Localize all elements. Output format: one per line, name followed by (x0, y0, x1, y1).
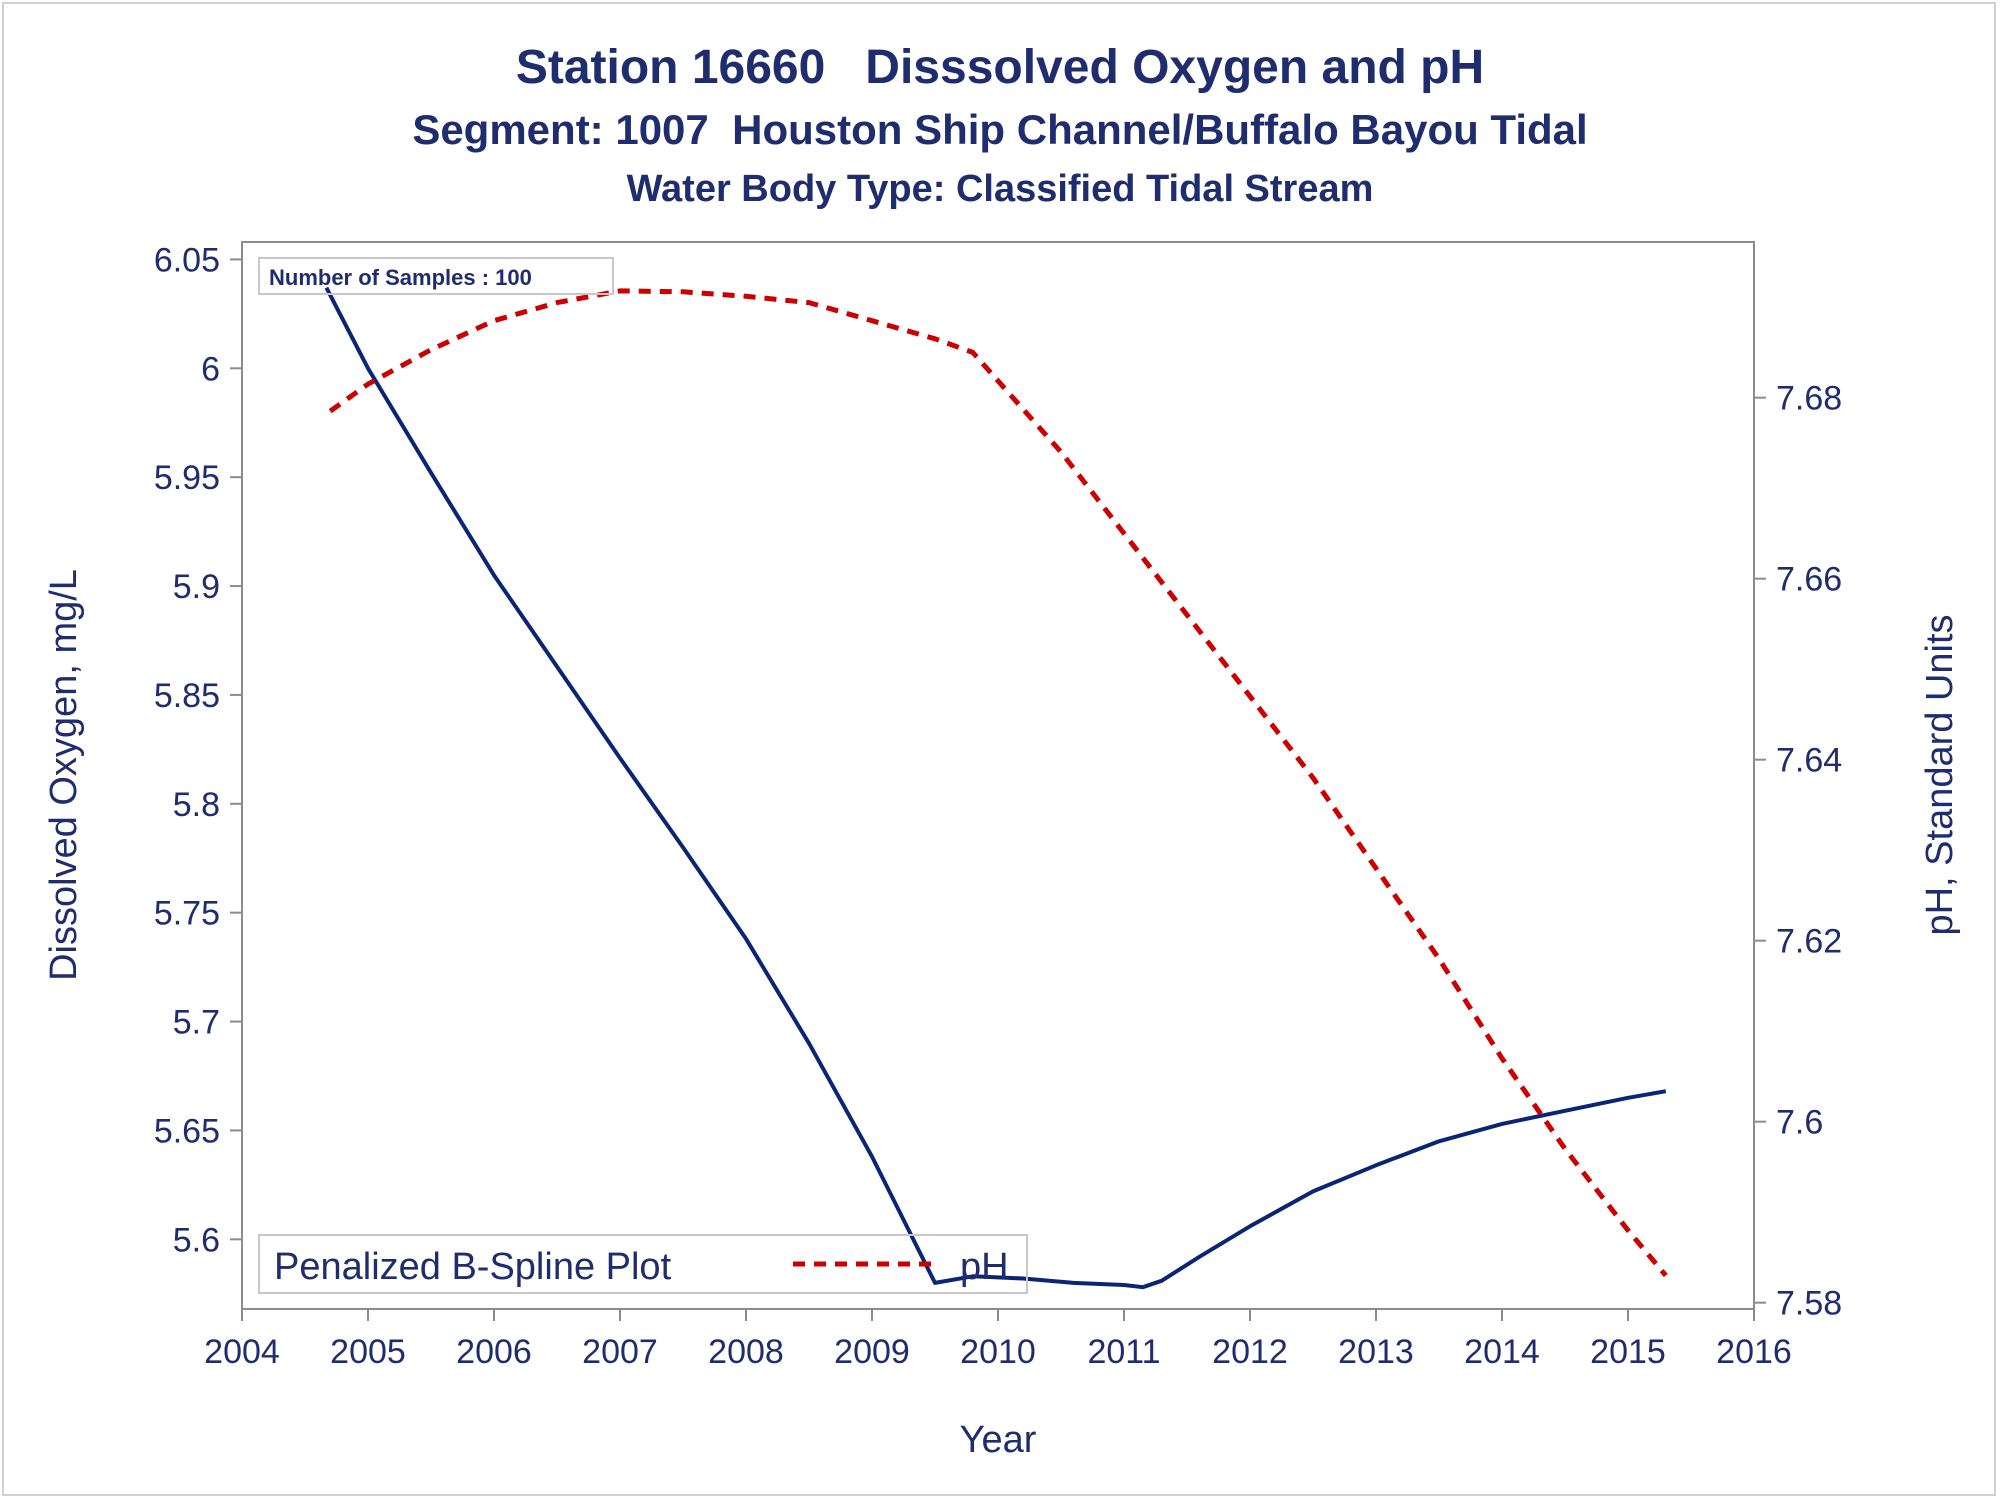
legend: Penalized B-Spline Plot pH (258, 1234, 1028, 1294)
plot-area (241, 241, 1755, 1310)
legend-box (258, 1234, 1028, 1294)
y-left-tick-label: 5.75 (154, 895, 220, 933)
x-tick-label: 2008 (708, 1333, 784, 1371)
x-tick-label: 2009 (834, 1333, 910, 1371)
y-right-tick-label: 7.6 (1776, 1104, 1823, 1142)
x-axis: 2004 2005 2006 2007 2008 2009 2010 2011 2012 2013… (204, 1309, 1792, 1371)
dissolved-oxygen-series-line (324, 286, 1667, 1290)
chart-subtitle-segment: Segment: 1007 Houston Ship Channel/Buffa… (412, 106, 1588, 153)
x-tick-label: 2005 (330, 1333, 406, 1371)
x-tick-label: 2015 (1590, 1333, 1666, 1371)
y-right-tick-label: 7.58 (1776, 1285, 1842, 1323)
y-left-tick-label: 5.95 (154, 459, 220, 497)
x-tick-label: 2006 (456, 1333, 532, 1371)
legend-title: Penalized B-Spline Plot (274, 1246, 672, 1288)
y-left-tick-label: 5.7 (173, 1004, 220, 1042)
inset-box (258, 257, 614, 295)
x-axis-label: Year (960, 1419, 1037, 1461)
y-right-tick-label: 7.68 (1776, 380, 1842, 418)
x-tick-label: 2014 (1464, 1333, 1540, 1371)
y-right-tick-label: 7.64 (1776, 742, 1842, 780)
y-left-tick-label: 6.05 (154, 241, 220, 279)
x-tick-label: 2007 (582, 1333, 658, 1371)
y-axis-left: 5.6 5.65 5.7 5.75 5.8 5.85 5.9 5.95 6 6.05 (154, 241, 242, 1259)
y-axis-left-label: Dissolved Oxygen, mg/L (43, 569, 85, 981)
y-axis-right: 7.58 7.6 7.62 7.64 7.66 7.68 (1754, 380, 1842, 1323)
legend-ph-label: pH (960, 1246, 1009, 1288)
x-tick-label: 2013 (1338, 1333, 1414, 1371)
sample-count-inset: Number of Samples : 100 (258, 257, 614, 295)
y-left-tick-label: 5.8 (173, 786, 220, 824)
y-left-tick-label: 5.65 (154, 1112, 220, 1150)
y-left-tick-label: 6 (201, 350, 220, 388)
ph-series-line (328, 288, 1668, 1278)
y-right-tick-label: 7.66 (1776, 561, 1842, 599)
x-tick-label: 2004 (204, 1333, 280, 1371)
y-right-tick-label: 7.62 (1776, 923, 1842, 961)
x-tick-label: 2011 (1087, 1333, 1160, 1371)
x-tick-label: 2016 (1716, 1333, 1792, 1371)
sample-count-label: Number of Samples : 100 (269, 265, 532, 290)
y-left-tick-label: 5.9 (173, 568, 220, 606)
y-left-tick-label: 5.85 (154, 677, 220, 715)
x-tick-label: 2012 (1212, 1333, 1288, 1371)
y-left-tick-label: 5.6 (173, 1221, 220, 1259)
y-axis-right-label: pH, Standard Units (1919, 614, 1961, 935)
chart-subtitle-water-body: Water Body Type: Classified Tidal Stream (626, 168, 1374, 210)
series-layer (324, 286, 1668, 1290)
x-tick-label: 2010 (960, 1333, 1036, 1371)
chart-title: Station 16660 Disssolved Oxygen and pH (515, 41, 1485, 94)
